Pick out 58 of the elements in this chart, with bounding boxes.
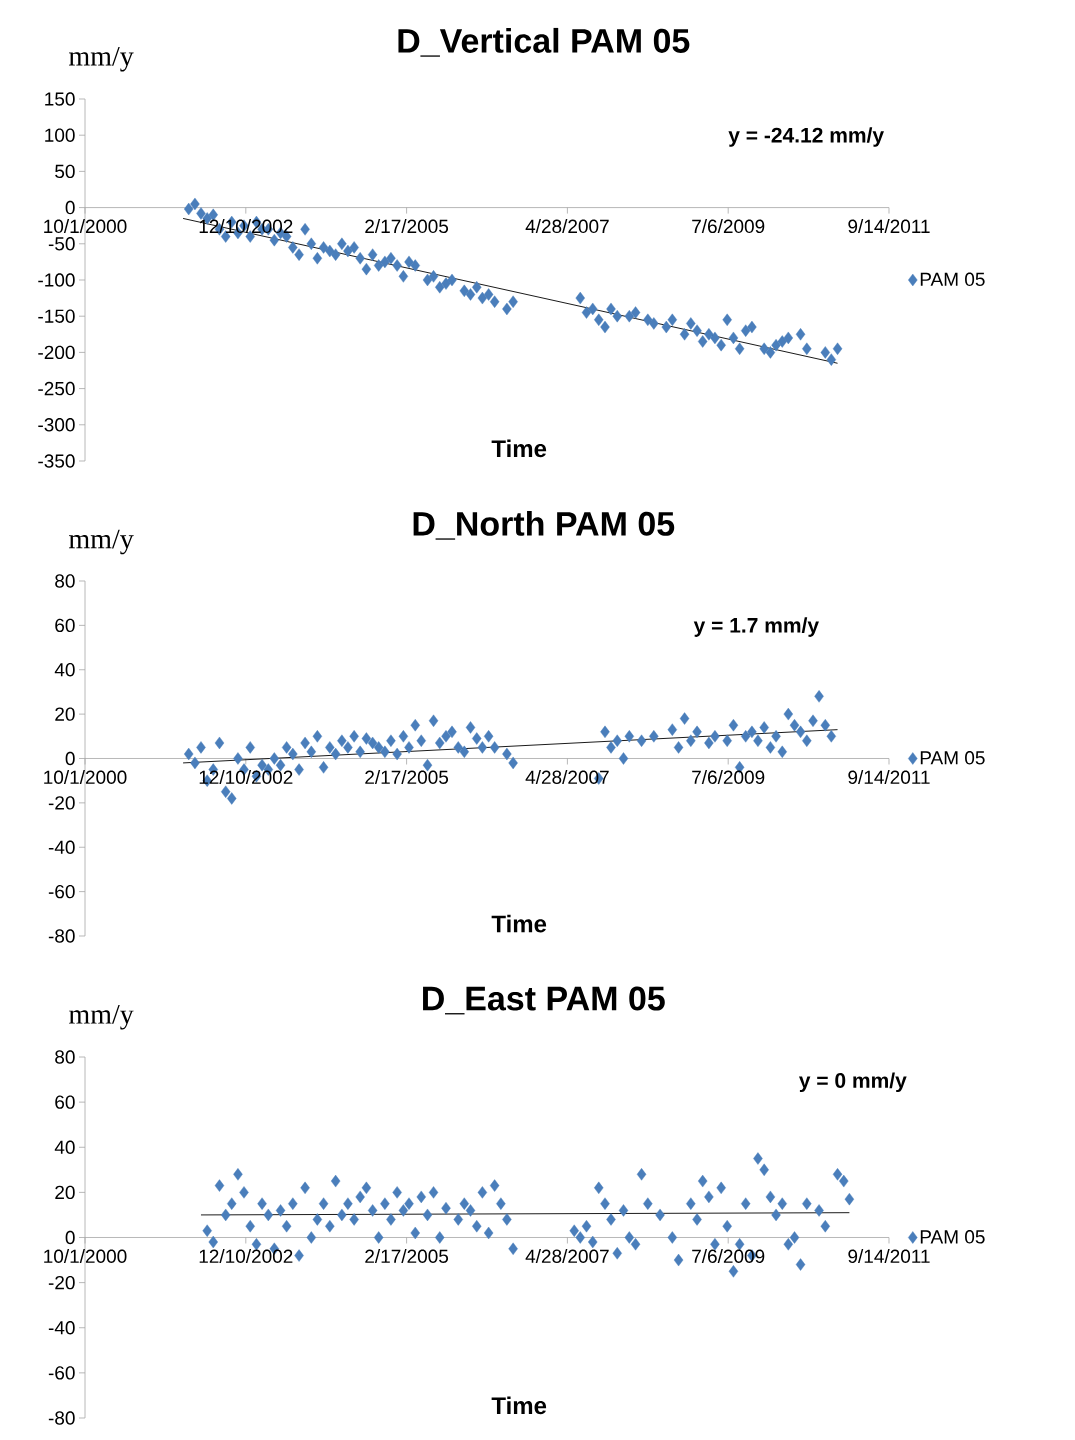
x-tick-label: 12/10/2002: [199, 1249, 293, 1263]
y-axis-title: mm/y: [69, 46, 134, 72]
x-tick-label: 7/6/2009: [692, 770, 765, 784]
legend-label: PAM 05: [920, 1230, 985, 1244]
x-tick-label: 2/17/2005: [365, 770, 449, 784]
y-tick-label: -50: [48, 237, 75, 251]
x-axis-title: Time: [491, 439, 547, 458]
x-tick-label: 7/6/2009: [692, 219, 765, 234]
y-tick-label: 0: [65, 200, 75, 215]
x-tick-label: 9/14/2011: [848, 770, 930, 784]
y-tick-label: -80: [48, 929, 75, 943]
y-tick-label: 80: [55, 1050, 75, 1064]
y-tick-label: -40: [48, 840, 75, 854]
x-tick-label: 4/28/2007: [525, 1249, 609, 1263]
x-axis-title: Time: [491, 1396, 547, 1415]
x-tick-label: 2/17/2005: [365, 1249, 449, 1263]
x-tick-label: 9/14/2011: [848, 219, 930, 234]
x-tick-label: 2/17/2005: [365, 219, 449, 234]
y-axis-title: mm/y: [69, 1005, 134, 1030]
chart-title: D_East PAM 05: [423, 986, 665, 1015]
y-tick-label: 0: [65, 751, 75, 766]
y-tick-label: 60: [55, 1095, 75, 1109]
y-tick-label: 80: [55, 574, 75, 588]
x-tick-label: 10/1/2000: [44, 770, 127, 784]
y-tick-label: -60: [48, 884, 75, 899]
legend-label: PAM 05: [920, 272, 985, 287]
y-tick-label: 60: [55, 618, 75, 633]
legend-label: PAM 05: [920, 751, 985, 765]
y-tick-label: 20: [55, 1185, 75, 1200]
y-tick-label: -20: [48, 796, 75, 810]
y-tick-label: 40: [54, 663, 75, 677]
y-tick-label: -300: [38, 418, 75, 432]
annotation: y = -24.12 mm/y: [728, 127, 884, 147]
y-tick-label: -40: [48, 1321, 75, 1335]
y-tick-label: 100: [45, 128, 75, 142]
annotation: y = 1.7 mm/y: [693, 617, 819, 637]
y-tick-label: 40: [54, 1140, 75, 1154]
chart-title: D_North PAM 05: [413, 510, 675, 540]
y-tick-label: -200: [38, 345, 75, 360]
chart-title: D_Vertical PAM 05: [398, 27, 690, 57]
y-tick-label: -80: [48, 1411, 75, 1425]
x-tick-label: 9/14/2011: [848, 1249, 930, 1263]
y-tick-label: -100: [38, 273, 75, 287]
y-tick-label: 20: [55, 707, 75, 721]
y-tick-label: -60: [48, 1366, 75, 1380]
y-tick-label: 50: [55, 164, 75, 179]
x-tick-label: 4/28/2007: [525, 219, 609, 234]
y-tick-label: 0: [65, 1230, 75, 1245]
x-axis-title: Time: [491, 914, 547, 933]
annotation: y = 0 mm/y: [798, 1072, 907, 1093]
y-tick-label: -150: [38, 309, 75, 323]
y-axis-title: mm/y: [69, 529, 134, 555]
y-tick-label: -350: [38, 454, 75, 468]
y-tick-label: -20: [48, 1275, 75, 1290]
x-tick-label: 10/1/2000: [44, 1249, 127, 1263]
x-tick-label: 10/1/2000: [44, 219, 127, 234]
y-tick-label: -250: [38, 381, 75, 396]
y-tick-label: 150: [45, 92, 75, 106]
